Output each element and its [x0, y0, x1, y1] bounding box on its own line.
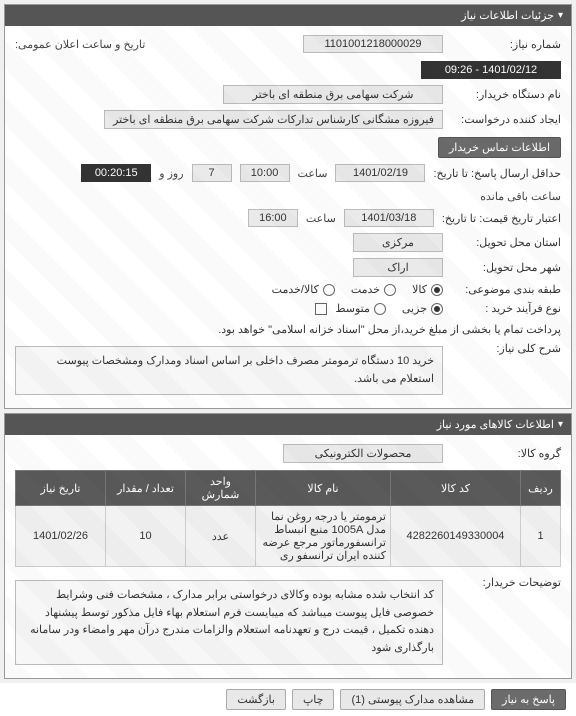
details-panel-header[interactable]: ▾ جزئیات اطلاعات نیاز	[5, 5, 571, 26]
desc-text: خرید 10 دستگاه ترمومتر مصرف داخلی بر اسا…	[15, 346, 443, 395]
radio-service-label: خدمت	[351, 283, 380, 296]
print-button[interactable]: چاپ	[292, 689, 335, 710]
province-value: مرکزی	[353, 233, 443, 252]
radio-goods-service-label: کالا/خدمت	[272, 283, 319, 296]
deadline-label: حداقل ارسال پاسخ: تا تاریخ:	[433, 167, 561, 180]
city-value: اراک	[353, 258, 443, 277]
time-left: 00:20:15	[81, 164, 151, 182]
deadline-time: 10:00	[240, 164, 290, 182]
time-label-1: ساعت	[298, 167, 328, 180]
cell-code: 4282260149330004	[391, 506, 521, 567]
items-body: گروه کالا: محصولات الکترونیکی ردیف کد کا…	[5, 435, 571, 677]
process-radio-group: جزیی متوسط	[335, 302, 443, 315]
requester-label: ایجاد کننده درخواست:	[451, 113, 561, 126]
table-header-row: ردیف کد کالا نام کالا واحد شمارش تعداد /…	[16, 471, 561, 506]
details-header-title: جزئیات اطلاعات نیاز	[461, 9, 554, 22]
form-body: شماره نیاز: 1101001218000029 تاریخ و ساع…	[5, 26, 571, 408]
cell-name: ترمومتر یا درجه روغن نما مدل 1005A منبع …	[256, 506, 391, 567]
radio-dot-checked-icon	[431, 284, 443, 296]
validity-label: اعتبار تاریخ قیمت: تا تاریخ:	[442, 212, 561, 225]
items-header-title: اطلاعات کالاهای مورد نیاز	[437, 418, 554, 431]
cell-index: 1	[521, 506, 561, 567]
goods-group-value: محصولات الکترونیکی	[283, 444, 443, 463]
col-qty: تعداد / مقدار	[106, 471, 186, 506]
cell-date: 1401/02/26	[16, 506, 106, 567]
need-number-label: شماره نیاز:	[451, 38, 561, 51]
days-left: 7	[192, 164, 232, 182]
validity-date: 1401/03/18	[344, 209, 434, 227]
treasury-checkbox[interactable]	[315, 303, 327, 315]
details-panel: ▾ جزئیات اطلاعات نیاز شماره نیاز: 110100…	[4, 4, 572, 409]
requester-value: فیروزه مشگانی کارشناس تدارکات شرکت سهامی…	[104, 110, 443, 129]
col-unit: واحد شمارش	[186, 471, 256, 506]
radio-dot-icon	[374, 303, 386, 315]
buyer-notes-text: کد انتخاب شده مشابه بوده وکالای درخواستی…	[15, 580, 443, 664]
announce-value: 1401/02/12 - 09:26	[421, 61, 561, 79]
announce-label: تاریخ و ساعت اعلان عمومی:	[15, 38, 145, 51]
radio-service[interactable]: خدمت	[351, 283, 396, 296]
items-panel-header[interactable]: ▾ اطلاعات کالاهای مورد نیاز	[5, 414, 571, 435]
buyer-org-label: نام دستگاه خریدار:	[451, 88, 561, 101]
need-number-value: 1101001218000029	[303, 35, 443, 53]
deadline-date: 1401/02/19	[335, 164, 425, 182]
bottom-action-bar: پاسخ به نیاز مشاهده مدارک پیوستی (1) چاپ…	[0, 683, 576, 716]
col-code: کد کالا	[391, 471, 521, 506]
radio-goods-service[interactable]: کالا/خدمت	[272, 283, 335, 296]
radio-goods[interactable]: کالا	[412, 283, 443, 296]
cell-unit: عدد	[186, 506, 256, 567]
items-table: ردیف کد کالا نام کالا واحد شمارش تعداد /…	[15, 470, 561, 567]
process-label: نوع فرآیند خرید :	[451, 302, 561, 315]
radio-goods-label: کالا	[412, 283, 427, 296]
city-label: شهر محل تحویل:	[451, 261, 561, 274]
col-date: تاریخ نیاز	[16, 471, 106, 506]
radio-dot-checked-icon	[431, 303, 443, 315]
province-label: استان محل تحویل:	[451, 236, 561, 249]
process-note: پرداخت تمام یا بخشی از مبلغ خرید،از محل …	[218, 323, 561, 336]
reply-button[interactable]: پاسخ به نیاز	[491, 689, 566, 710]
collapse-icon: ▾	[558, 10, 563, 21]
items-panel: ▾ اطلاعات کالاهای مورد نیاز گروه کالا: م…	[4, 413, 572, 678]
col-index: ردیف	[521, 471, 561, 506]
radio-dot-icon	[323, 284, 335, 296]
radio-partial-label: جزیی	[402, 302, 427, 315]
contact-buyer-button[interactable]: اطلاعات تماس خریدار	[438, 137, 561, 158]
time-left-label: ساعت باقی مانده	[480, 190, 561, 203]
category-radio-group: کالا خدمت کالا/خدمت	[272, 283, 443, 296]
buyer-org-value: شرکت سهامی برق منطقه ای باختر	[223, 85, 443, 104]
desc-label: شرح کلی نیاز:	[451, 342, 561, 355]
back-button[interactable]: بازگشت	[226, 689, 286, 710]
radio-medium-label: متوسط	[335, 302, 370, 315]
days-label: روز و	[159, 167, 183, 180]
time-label-2: ساعت	[306, 212, 336, 225]
table-row[interactable]: 1 4282260149330004 ترمومتر یا درجه روغن …	[16, 506, 561, 567]
validity-time: 16:00	[248, 209, 298, 227]
cell-qty: 10	[106, 506, 186, 567]
radio-partial[interactable]: جزیی	[402, 302, 443, 315]
collapse-icon: ▾	[558, 419, 563, 430]
col-name: نام کالا	[256, 471, 391, 506]
attachments-button[interactable]: مشاهده مدارک پیوستی (1)	[340, 689, 485, 710]
buyer-notes-label: توضیحات خریدار:	[451, 576, 561, 589]
radio-medium[interactable]: متوسط	[335, 302, 386, 315]
category-label: طبقه بندی موضوعی:	[451, 283, 561, 296]
radio-dot-icon	[384, 284, 396, 296]
goods-group-label: گروه کالا:	[451, 447, 561, 460]
